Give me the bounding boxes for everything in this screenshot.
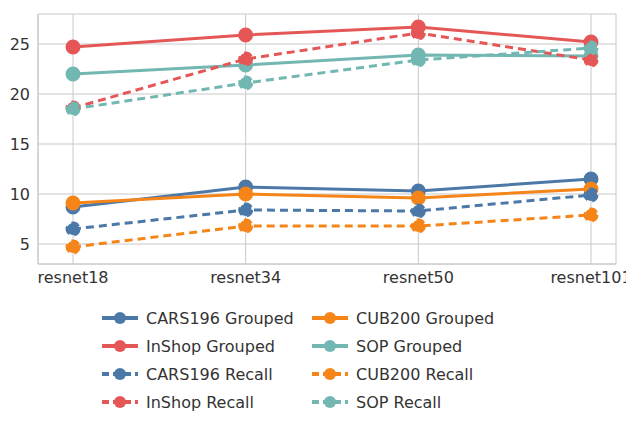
html-text:SOP Recall: SOP Recall — [356, 392, 442, 412]
svg-text:5: 5 — [20, 235, 30, 254]
html-text:CUB200 Grouped: CUB200 Grouped — [356, 308, 495, 328]
html-text:CARS196 Recall: CARS196 Recall — [146, 364, 273, 384]
html-text:InShop Grouped: InShop Grouped — [146, 336, 275, 356]
svg-text:15: 15 — [10, 135, 30, 154]
svg-text:20: 20 — [10, 85, 30, 104]
html-text:CARS196 Grouped: CARS196 Grouped — [146, 308, 294, 328]
html-text:InShop Recall: InShop Recall — [146, 392, 254, 412]
svg-text:resnet101: resnet101 — [550, 268, 626, 287]
html-text:CUB200 Recall: CUB200 Recall — [356, 364, 474, 384]
svg-text:resnet34: resnet34 — [210, 268, 281, 287]
svg-text:resnet18: resnet18 — [37, 268, 108, 287]
html-text:SOP Grouped: SOP Grouped — [356, 336, 463, 356]
svg-text:25: 25 — [10, 35, 30, 54]
svg-text:10: 10 — [10, 185, 30, 204]
svg-text:resnet50: resnet50 — [383, 268, 454, 287]
